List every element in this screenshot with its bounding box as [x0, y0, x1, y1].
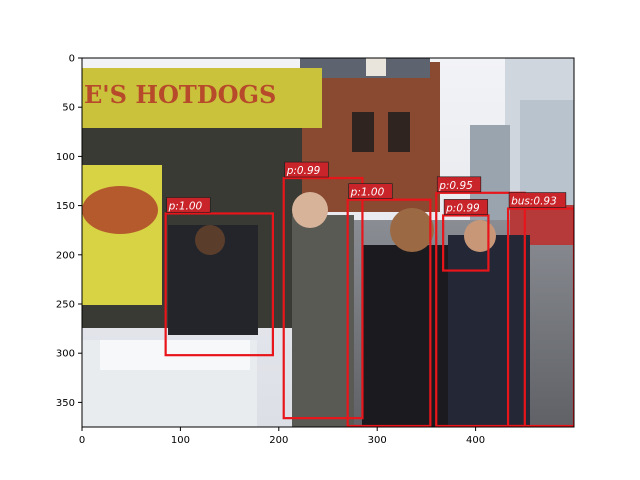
detection-box — [164, 212, 274, 357]
detection-label-background — [443, 199, 489, 215]
x-tick-label: 100 — [171, 435, 190, 446]
detection-label-background — [284, 161, 329, 178]
y-tick-label: 200 — [56, 250, 75, 261]
detection-label: bus:0.93 — [508, 192, 567, 208]
x-tick-label: 0 — [79, 435, 85, 446]
detection-label: p:0.99 — [284, 161, 329, 178]
detection-layer: p:1.00 p:0.99 p:1.00 p:0.95 p:0.99 bus:0.93 — [164, 161, 574, 427]
detection-label-text: bus:0.93 — [511, 196, 557, 208]
x-tick-label: 300 — [368, 435, 387, 446]
detection-label-background — [166, 197, 211, 213]
y-tick-label: 100 — [56, 152, 75, 163]
axes-frame — [81, 57, 575, 428]
detection-box — [282, 176, 364, 420]
tick-layer: 0 100 200 300 400 0 50 100 150 200 250 300 350 — [56, 54, 485, 447]
detection-label: p:1.00 — [348, 183, 393, 199]
y-tick-label: 0 — [69, 54, 75, 65]
detection-label: p:0.99 — [443, 199, 489, 215]
detection-label-text: p:1.00 — [168, 200, 203, 212]
x-tick-label: 400 — [466, 435, 485, 446]
detection-label-background — [436, 176, 482, 193]
detection-box — [442, 214, 490, 272]
hotdog-sign-text: E'S HOTDOGS — [84, 80, 276, 109]
detection-label-text: p:0.99 — [286, 165, 321, 177]
y-tick-label: 350 — [56, 398, 75, 409]
y-tick-label: 300 — [56, 349, 75, 360]
detection-label-text: p:0.95 — [438, 180, 473, 192]
detection-label-background — [348, 183, 393, 199]
detection-label: p:0.95 — [436, 176, 482, 193]
detection-label: p:1.00 — [166, 197, 211, 213]
street-photo: E'S HOTDOGS — [82, 58, 574, 427]
detection-box — [346, 198, 432, 427]
detection-box — [435, 191, 526, 427]
detection-label-text: p:1.00 — [350, 187, 385, 199]
y-tick-label: 50 — [62, 103, 75, 114]
x-tick-label: 200 — [269, 435, 288, 446]
detection-label-background — [508, 192, 567, 208]
y-tick-label: 250 — [56, 300, 75, 311]
y-tick-label: 150 — [56, 201, 75, 212]
detection-label-text: p:0.99 — [445, 202, 480, 214]
